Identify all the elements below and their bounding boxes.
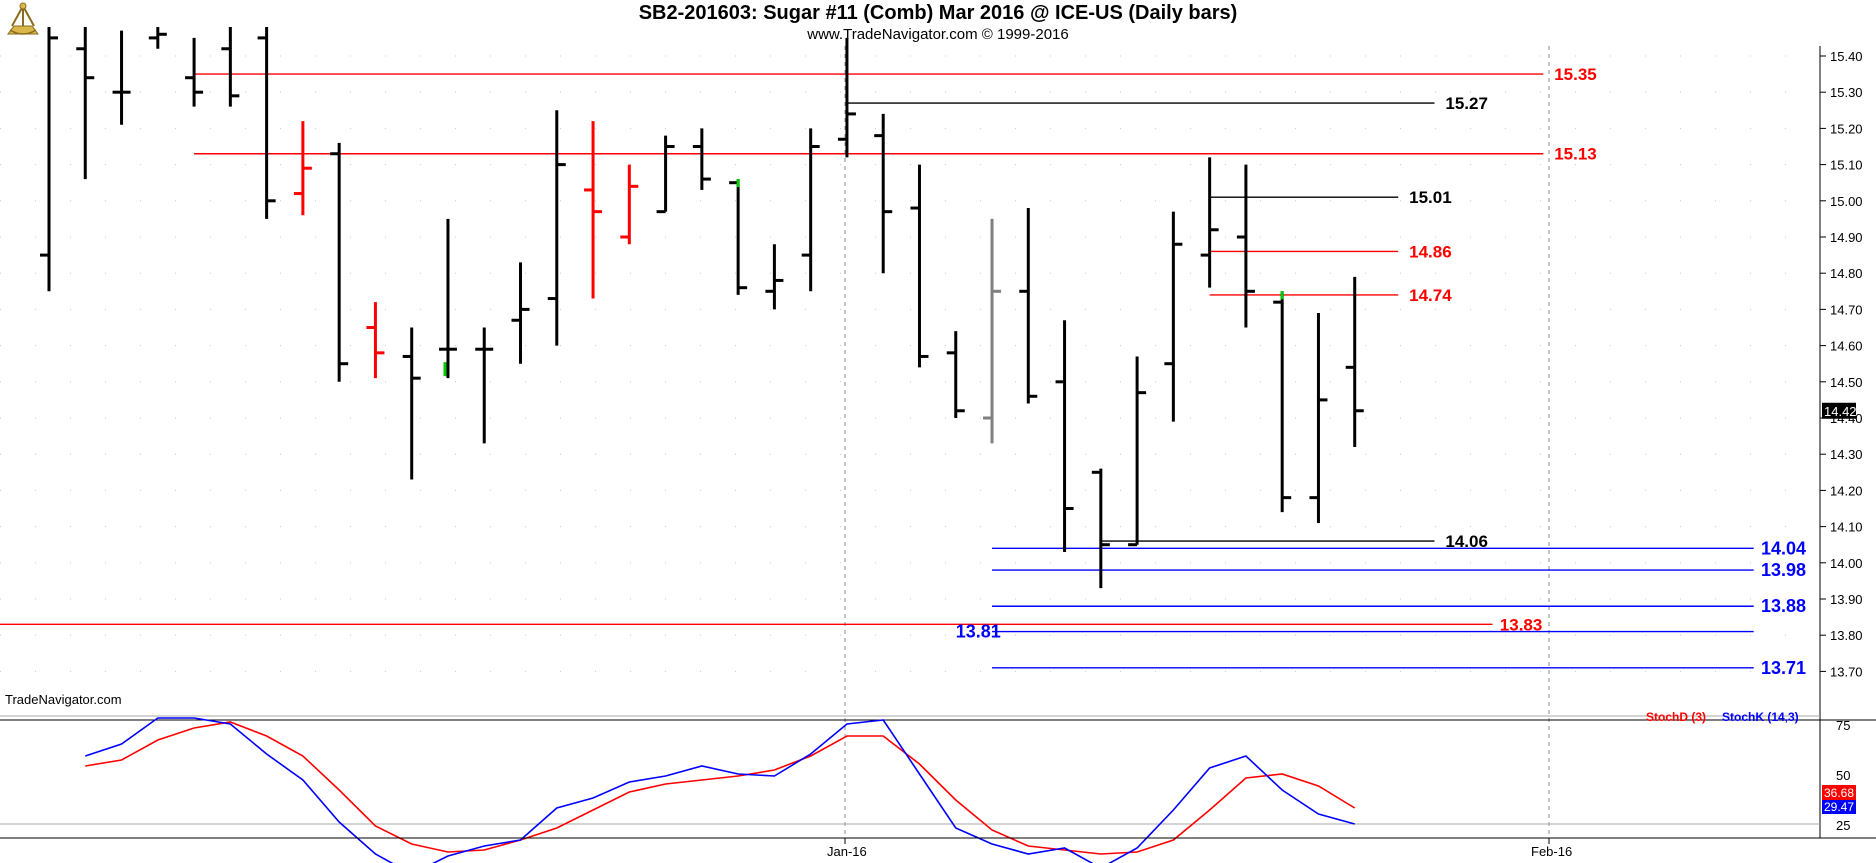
level-label: 13.88: [1761, 596, 1806, 616]
y-tick-label: 13.90: [1830, 592, 1863, 607]
y-tick-label: 13.80: [1830, 628, 1863, 643]
price-axis: 15.40 15.30 15.20 15.10 15.00 14.90 14.80 14.70…: [1819, 46, 1863, 838]
level-label: 15.01: [1409, 188, 1452, 207]
chart-background: [0, 46, 1876, 863]
y-tick-label: 14.50: [1830, 375, 1863, 390]
stoch-series-line: [85, 717, 1355, 863]
y-tick-label: 13.70: [1830, 664, 1863, 679]
y-tick-label: 15.00: [1830, 194, 1863, 209]
x-tick-label: Feb-16: [1531, 844, 1572, 859]
y-tick-label: 14.30: [1830, 447, 1863, 462]
y-tick-label: 15.10: [1830, 158, 1863, 173]
stoch-series-line: [85, 721, 1356, 855]
level-label: 14.06: [1445, 532, 1488, 551]
level-label: 13.83: [1500, 615, 1543, 634]
level-label: 13.71: [1761, 658, 1806, 678]
time-axis: Jan-16 Feb-16: [0, 837, 1876, 859]
y-tick-label: 14.20: [1830, 483, 1863, 498]
watermark-text: TradeNavigator.com: [5, 692, 122, 707]
last-price-label: 14.42: [1824, 404, 1857, 419]
stoch-d-value: 36.68: [1824, 786, 1854, 800]
level-label: 15.27: [1445, 94, 1488, 113]
chart-subtitle: www.TradeNavigator.com © 1999-2016: [807, 26, 1069, 43]
y-tick-label: 15.20: [1830, 121, 1863, 136]
price-levels: 15.35 15.27 15.13 15.01 14.86 14.74 14.06 14.04…: [0, 65, 1806, 707]
chart-title: SB2-201603: Sugar #11 (Comb) Mar 2016 @ …: [638, 2, 1238, 24]
ohlc-bars: [40, 27, 1364, 589]
level-label: 15.13: [1554, 145, 1597, 164]
y-tick-label: 15.30: [1830, 85, 1863, 100]
y-tick-label: 14.90: [1830, 230, 1863, 245]
level-label: 14.04: [1761, 538, 1806, 558]
y-tick-label: 14.00: [1830, 556, 1863, 571]
stoch-k-value: 29.47: [1824, 800, 1854, 814]
stoch-tick-label: 75: [1836, 718, 1850, 733]
stoch-k-title: StochK (14,3): [1722, 710, 1799, 724]
level-label: 14.74: [1409, 286, 1452, 305]
stoch-d-badge: [1822, 785, 1856, 800]
last-price-badge: [1822, 402, 1856, 419]
stoch-d-title: StochD (3): [1646, 710, 1706, 724]
grid-dots: [0, 46, 1820, 838]
y-tick-label: 15.40: [1830, 49, 1863, 64]
level-label: 13.81: [956, 622, 1001, 642]
y-tick-label: 14.70: [1830, 302, 1863, 317]
level-label: 13.98: [1761, 560, 1806, 580]
stoch-tick-label: 50: [1836, 768, 1850, 783]
sextant-logo-icon: [2, 0, 44, 42]
level-label: 14.86: [1409, 242, 1452, 261]
stoch-tick-label: 25: [1836, 818, 1850, 833]
level-label: 15.35: [1554, 65, 1597, 84]
y-tick-label: 14.80: [1830, 266, 1863, 281]
y-tick-label: 14.10: [1830, 520, 1863, 535]
chart-header: SB2-201603: Sugar #11 (Comb) Mar 2016 @ …: [0, 0, 1876, 46]
x-tick-label: Jan-16: [827, 844, 867, 859]
y-tick-label: 14.60: [1830, 339, 1863, 354]
stoch-k-badge: [1822, 800, 1856, 814]
